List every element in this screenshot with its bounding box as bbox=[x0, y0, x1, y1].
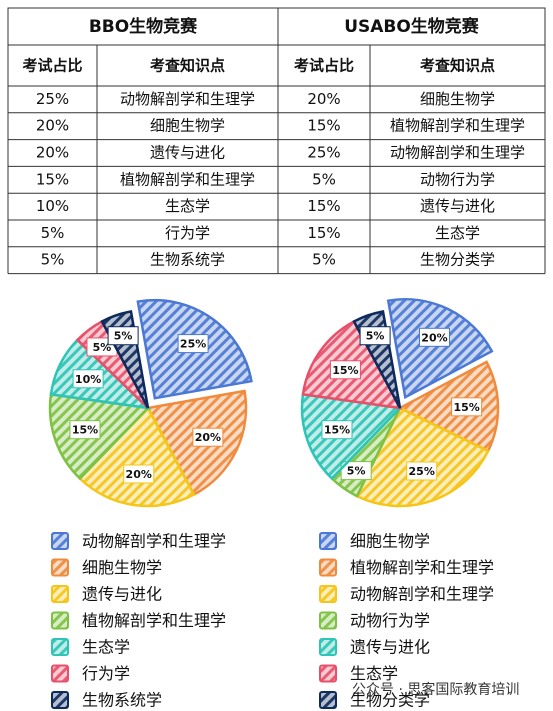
table-cell: 5% bbox=[41, 251, 65, 269]
table-cell: 20% bbox=[307, 90, 340, 108]
table-cell: 25% bbox=[36, 90, 69, 108]
data-label: 20% bbox=[195, 431, 221, 444]
pie-slice bbox=[386, 297, 494, 400]
table-cell: 20% bbox=[36, 144, 69, 162]
table-cell: 10% bbox=[36, 197, 69, 215]
label-box bbox=[192, 427, 224, 447]
data-label: 25% bbox=[180, 338, 206, 351]
label-box bbox=[321, 420, 353, 440]
data-label: 20% bbox=[126, 468, 152, 481]
legend-swatch bbox=[319, 638, 337, 656]
data-label: 5% bbox=[366, 330, 385, 343]
table-title: BBO生物竞赛 bbox=[89, 16, 198, 37]
legend-label: 行为学 bbox=[82, 664, 130, 683]
column-header: 考试占比 bbox=[22, 57, 82, 75]
legend-label: 生物系统学 bbox=[82, 691, 162, 710]
data-label: 10% bbox=[75, 373, 101, 386]
legend-label: 遗传与进化 bbox=[350, 638, 430, 657]
label-box bbox=[107, 326, 139, 346]
legend-swatch bbox=[51, 558, 69, 577]
table-cell: 生物系统学 bbox=[150, 251, 225, 269]
legend-swatch bbox=[319, 558, 337, 577]
table-cell: 15% bbox=[36, 170, 69, 188]
table-cell: 遗传与进化 bbox=[150, 144, 225, 162]
table-cell: 20% bbox=[36, 117, 69, 135]
legend-swatch bbox=[319, 585, 337, 603]
label-box bbox=[329, 360, 361, 380]
legend-label: 遗传与进化 bbox=[82, 585, 162, 604]
table-cell: 细胞生物学 bbox=[420, 90, 495, 108]
label-box bbox=[406, 461, 438, 481]
legend-label: 生物分类学 bbox=[350, 691, 430, 710]
legend-swatch bbox=[51, 585, 69, 603]
legend-label: 植物解剖学和生理学 bbox=[350, 558, 494, 577]
legend-swatch bbox=[51, 691, 69, 709]
legend-swatch bbox=[319, 532, 337, 550]
data-label: 5% bbox=[93, 341, 112, 354]
table-cell: 25% bbox=[307, 144, 340, 162]
legend-label: 动物行为学 bbox=[350, 611, 430, 630]
column-header: 考试占比 bbox=[294, 57, 354, 75]
table-cell: 细胞生物学 bbox=[150, 117, 225, 135]
table-cell: 植物解剖学和生理学 bbox=[120, 170, 255, 188]
data-label: 25% bbox=[409, 465, 435, 478]
legend-label: 生态学 bbox=[82, 638, 130, 657]
label-box bbox=[123, 464, 155, 484]
data-label: 15% bbox=[332, 364, 358, 377]
data-label: 15% bbox=[453, 401, 479, 414]
table-cell: 动物行为学 bbox=[420, 170, 495, 188]
table-cell: 生态学 bbox=[435, 224, 480, 242]
column-header: 考查知识点 bbox=[420, 57, 495, 75]
label-box bbox=[418, 327, 450, 347]
legend-label: 细胞生物学 bbox=[82, 558, 162, 577]
legend-swatch bbox=[51, 611, 69, 630]
table-cell: 动物解剖学和生理学 bbox=[390, 144, 525, 162]
table-cell: 15% bbox=[307, 197, 340, 215]
table-cell: 行为学 bbox=[165, 224, 210, 242]
pie-slice bbox=[355, 406, 490, 508]
pie-slice bbox=[78, 405, 196, 508]
watermark: 公众号 · 思客国际教育培训 bbox=[352, 681, 519, 698]
data-label: 15% bbox=[324, 424, 350, 437]
legend-swatch bbox=[51, 532, 69, 550]
legend-swatch bbox=[51, 638, 69, 656]
table-cell: 15% bbox=[307, 224, 340, 242]
label-box bbox=[177, 334, 209, 354]
column-header: 考查知识点 bbox=[150, 57, 225, 75]
table-cell: 植物解剖学和生理学 bbox=[390, 117, 525, 135]
legend-swatch bbox=[319, 664, 337, 683]
legend-label: 动物解剖学和生理学 bbox=[82, 532, 226, 551]
table-cell: 5% bbox=[312, 170, 336, 188]
label-box bbox=[451, 397, 483, 417]
table-cell: 15% bbox=[307, 117, 340, 135]
data-label: 5% bbox=[114, 330, 133, 343]
table-cell: 5% bbox=[312, 251, 336, 269]
legend-label: 生态学 bbox=[350, 664, 398, 683]
legend-swatch bbox=[319, 611, 337, 630]
data-label: 15% bbox=[72, 424, 98, 437]
data-label: 5% bbox=[347, 465, 366, 478]
table-cell: 生态学 bbox=[165, 197, 210, 215]
legend-swatch bbox=[51, 664, 69, 683]
table-cell: 遗传与进化 bbox=[420, 197, 495, 215]
table-cell: 生物分类学 bbox=[420, 251, 495, 269]
label-box bbox=[72, 369, 104, 389]
legend-label: 细胞生物学 bbox=[350, 532, 430, 551]
legend-label: 动物解剖学和生理学 bbox=[350, 585, 494, 604]
legend-swatch bbox=[319, 691, 337, 709]
data-label: 20% bbox=[421, 331, 447, 344]
table-cell: 5% bbox=[41, 224, 65, 242]
table-title: USABO生物竞赛 bbox=[344, 16, 480, 37]
legend-label: 植物解剖学和生理学 bbox=[82, 611, 226, 630]
label-box bbox=[69, 420, 101, 440]
table-cell: 动物解剖学和生理学 bbox=[120, 90, 255, 108]
pie-slice bbox=[397, 360, 500, 453]
label-box bbox=[359, 326, 391, 346]
